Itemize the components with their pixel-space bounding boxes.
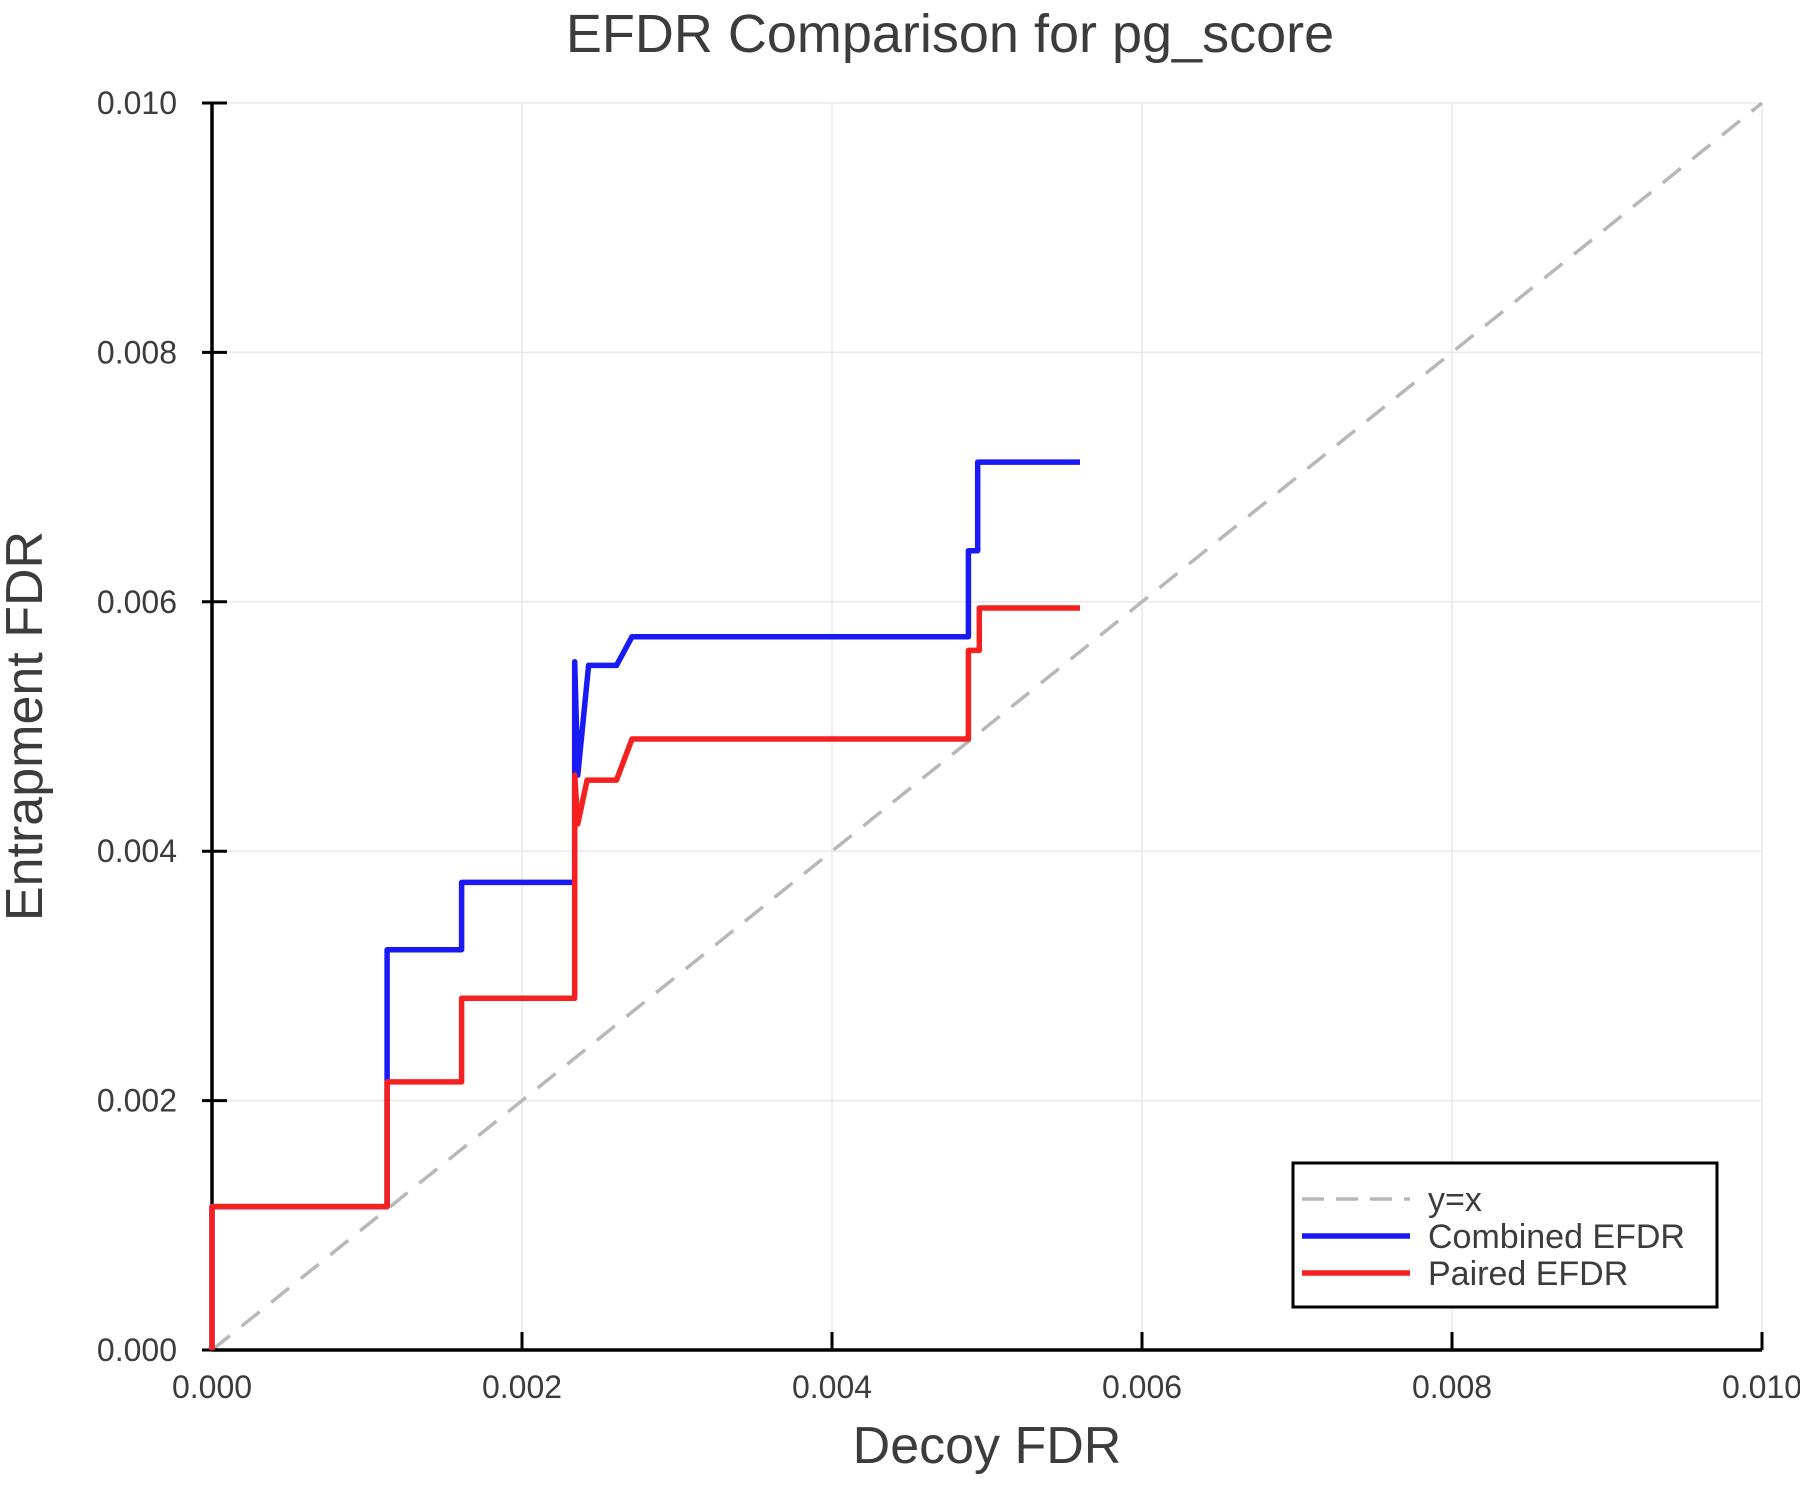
identity-line [210, 101, 1764, 1352]
series-line-combined-efdr [209, 459, 1080, 1350]
y-tick-label: 0.006 [97, 584, 177, 620]
axes: 0.000 0.002 0.004 0.006 0.008 0.010 0.000 0.002… [97, 85, 1800, 1405]
x-tick-label: 0.002 [482, 1369, 562, 1405]
y-tick-label: 0.000 [97, 1332, 177, 1368]
legend-item-label: Paired EFDR [1428, 1255, 1628, 1293]
x-axis-title: Decoy FDR [853, 1417, 1122, 1475]
y-tick-label: 0.004 [97, 833, 177, 869]
y-tick-label: 0.008 [97, 334, 177, 370]
x-tick-label: 0.000 [172, 1369, 252, 1405]
x-tick-label: 0.008 [1412, 1369, 1492, 1405]
x-tick-label: 0.004 [792, 1369, 872, 1405]
legend-item-label: Combined EFDR [1428, 1218, 1685, 1256]
y-tick-label: 0.010 [97, 85, 177, 121]
series-line-paired-efdr [209, 605, 1080, 1350]
legend-item-label: y=x [1428, 1181, 1482, 1219]
chart-title: EFDR Comparison for pg_score [566, 4, 1334, 64]
y-axis-title: Entrapment FDR [0, 531, 54, 921]
gridlines [212, 102, 1763, 1350]
x-tick-label: 0.006 [1102, 1369, 1182, 1405]
y-tick-label: 0.002 [97, 1083, 177, 1119]
x-tick-label: 0.010 [1722, 1369, 1800, 1405]
